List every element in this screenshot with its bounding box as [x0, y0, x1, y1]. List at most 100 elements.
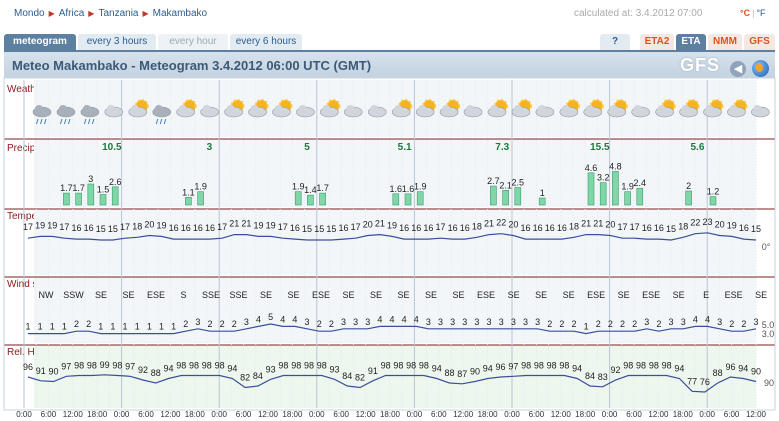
- wind-direction-label: E: [703, 290, 709, 300]
- humidity-value-label: 90: [49, 367, 59, 377]
- temperature-value-label: 16: [654, 223, 664, 233]
- wind-speed-value-label: 4: [280, 314, 285, 324]
- breadcrumb-tanzania[interactable]: Tanzania: [98, 8, 139, 19]
- globe-icon[interactable]: [752, 60, 769, 77]
- temperature-value-label: 21: [229, 219, 239, 229]
- tab-eta[interactable]: ETA: [676, 34, 706, 50]
- wind-speed-value-label: 1: [135, 322, 140, 332]
- wind-speed-value-label: 3: [753, 317, 758, 327]
- wind-speed-value-label: 3: [717, 317, 722, 327]
- wind-speed-value-label: 3: [438, 317, 443, 327]
- weather-sun-cloud-icon: [727, 99, 748, 118]
- tab-meteogram[interactable]: meteogram: [4, 34, 76, 50]
- temperature-value-label: 16: [84, 223, 94, 233]
- wind-speed-value-label: 2: [547, 319, 552, 329]
- wind-speed-value-label: 4: [414, 314, 419, 324]
- breadcrumb-africa[interactable]: Africa: [58, 8, 85, 19]
- weather-rain-icon: [152, 105, 172, 125]
- precip-bar: [99, 194, 107, 206]
- weather-cloud-icon: [296, 105, 315, 118]
- weather-sun-cloud-icon: [415, 99, 437, 118]
- precip-daily-total: 5.6: [690, 142, 704, 153]
- humidity-value-label: 98: [521, 361, 531, 371]
- temperature-value-label: 15: [302, 224, 312, 234]
- temperature-value-label: 17: [618, 222, 628, 232]
- wind-speed-value-label: 2: [571, 319, 576, 329]
- humidity-value-label: 98: [623, 361, 633, 371]
- wind-direction-label: SE: [673, 290, 685, 300]
- time-tick-label: 6:00: [431, 410, 447, 419]
- time-tick-label: 12:00: [258, 410, 279, 419]
- temperature-value-label: 16: [411, 223, 421, 233]
- time-tick-label: 0:00: [504, 410, 520, 419]
- tab-gfs[interactable]: GFS: [744, 34, 775, 50]
- temperature-value-label: 16: [338, 223, 348, 233]
- temperature-value-label: 20: [144, 220, 154, 230]
- wind-direction-label: SE: [123, 290, 135, 300]
- tab-help[interactable]: ?: [600, 34, 630, 50]
- wind-direction-label: SE: [618, 290, 630, 300]
- temperature-value-label: 17: [23, 222, 33, 232]
- wind-speed-value-label: 3: [305, 317, 310, 327]
- wind-direction-label: NW: [39, 290, 54, 300]
- tab-every-3-hours[interactable]: every 3 hours: [78, 34, 156, 50]
- time-tick-label: 0:00: [114, 410, 130, 419]
- tab-every-hour[interactable]: every hour: [158, 34, 228, 50]
- humidity-value-label: 88: [713, 368, 723, 378]
- precip-daily-total: 5.1: [398, 142, 412, 153]
- wind-speed-value-label: 2: [220, 319, 225, 329]
- humidity-value-label: 88: [444, 368, 454, 378]
- temperature-value-label: 16: [520, 223, 530, 233]
- unit-fahrenheit-link[interactable]: °F: [756, 8, 766, 18]
- humidity-value-label: 94: [483, 364, 493, 374]
- wind-speed-value-label: 1: [171, 322, 176, 332]
- time-tick-label: 6:00: [236, 410, 252, 419]
- breadcrumb-mondo[interactable]: Mondo: [14, 8, 45, 19]
- humidity-value-label: 82: [355, 373, 365, 383]
- temperature-value-label: 16: [460, 223, 470, 233]
- weather-sun-cloud-icon: [391, 99, 413, 118]
- humidity-value-label: 76: [700, 377, 710, 387]
- wind-direction-label: ESE: [642, 290, 660, 300]
- precip-bar-label: 1.4: [304, 185, 317, 195]
- temperature-value-label: 16: [545, 223, 555, 233]
- humidity-value-label: 96: [23, 362, 33, 372]
- precip-bar: [624, 191, 631, 206]
- precip-bar: [514, 187, 522, 206]
- breadcrumb-makambako[interactable]: Makambako: [152, 8, 208, 19]
- wind-speed-value-label: 2: [608, 319, 613, 329]
- tab-every-6-hours[interactable]: every 6 hours: [230, 34, 302, 50]
- precip-bar-label: 2.5: [512, 178, 525, 188]
- wind-speed-value-label: 1: [62, 322, 67, 332]
- time-tick-label: 18:00: [478, 410, 499, 419]
- temperature-value-label: 18: [569, 221, 579, 231]
- back-arrow-icon[interactable]: ◀: [730, 61, 746, 77]
- temperature-value-label: 17: [630, 222, 640, 232]
- wind-speed-line: [28, 323, 757, 335]
- header-band: Meteo Makambako - Meteogram 3.4.2012 06:…: [4, 50, 775, 78]
- unit-celsius-link[interactable]: °C: [740, 8, 751, 18]
- wind-direction-label: SE: [398, 290, 410, 300]
- time-tick-label: 12:00: [356, 410, 377, 419]
- temperature-value-label: 20: [363, 220, 373, 230]
- wind-speed-value-label: 2: [329, 319, 334, 329]
- weather-cloud-icon: [535, 105, 555, 118]
- humidity-value-label: 84: [253, 371, 263, 381]
- precip-bar-label: 2.7: [487, 176, 500, 186]
- weather-sun-cloud-icon: [679, 99, 700, 118]
- wind-speed-value-label: 3: [474, 317, 479, 327]
- time-tick-label: 18:00: [282, 410, 303, 419]
- humidity-value-label: 96: [725, 362, 735, 372]
- chart-frame: [3, 77, 776, 411]
- weather-sun-cloud-icon: [176, 99, 197, 118]
- tab-eta2[interactable]: ETA2: [640, 34, 674, 50]
- temperature-value-label: 16: [169, 223, 179, 233]
- precip-bar: [63, 192, 70, 206]
- precip-bar-label: 2.1: [499, 180, 512, 190]
- wind-speed-value-label: 1: [123, 322, 128, 332]
- temperature-value-label: 19: [47, 220, 57, 230]
- tab-nmm[interactable]: NMM: [708, 34, 742, 50]
- humidity-value-label: 96: [496, 362, 506, 372]
- humidity-value-label: 94: [432, 364, 442, 374]
- temperature-value-label: 17: [278, 222, 288, 232]
